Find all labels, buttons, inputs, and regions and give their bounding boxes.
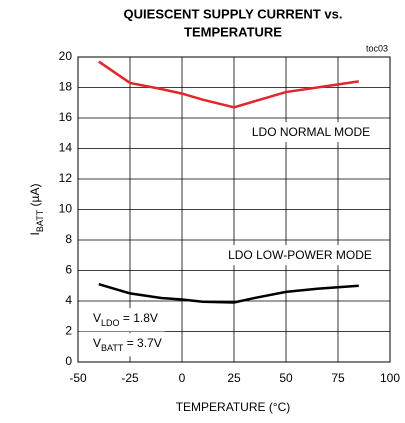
figure-tag: toc03 — [366, 43, 388, 53]
annotation-part: V — [93, 336, 101, 350]
series-label: LDO LOW-POWER MODE — [228, 248, 372, 262]
x-tick-label: 100 — [380, 371, 400, 385]
label-box — [79, 308, 165, 332]
x-tick-label: -50 — [69, 371, 87, 385]
x-tick-label: 0 — [179, 371, 186, 385]
y-tick-label: 8 — [65, 232, 72, 246]
y-tick-label: 0 — [65, 354, 72, 368]
series-line — [98, 283, 359, 304]
annotation-part: V — [93, 311, 101, 325]
y-tick-label: 2 — [65, 324, 72, 338]
y-tick-label: 14 — [59, 141, 73, 155]
x-tick-label: 75 — [331, 371, 345, 385]
annotation-part: = 1.8V — [120, 311, 158, 325]
annotation: VLDO = 1.8V — [93, 311, 158, 328]
y-axis-label-part: I — [28, 232, 42, 235]
label-box — [224, 245, 376, 266]
annotation-part: LDO — [101, 318, 120, 328]
chart-title: QUIESCENT SUPPLY CURRENT vs. — [124, 6, 343, 21]
series-label: LDO NORMAL MODE — [252, 125, 370, 139]
y-tick-label: 20 — [59, 49, 73, 63]
series-line — [98, 60, 359, 109]
y-tick-label: 4 — [65, 293, 72, 307]
y-tick-label: 18 — [59, 80, 73, 94]
chart-title: TEMPERATURE — [184, 24, 282, 39]
x-axis-label: TEMPERATURE (°C) — [176, 400, 291, 414]
annotation-part: BATT — [101, 343, 124, 353]
y-tick-label: 10 — [59, 202, 73, 216]
y-axis-label-part: BATT — [35, 209, 45, 232]
x-tick-label: 25 — [227, 371, 241, 385]
annotation-part: = 3.7V — [123, 336, 161, 350]
y-tick-label: 6 — [65, 263, 72, 277]
y-axis-label-part: (µA) — [28, 184, 42, 210]
label-box — [247, 122, 375, 143]
y-tick-label: 16 — [59, 110, 73, 124]
x-tick-label: -25 — [121, 371, 139, 385]
y-axis-label: IBATT (µA) — [28, 184, 45, 236]
label-box — [79, 333, 169, 357]
y-tick-label: 12 — [59, 171, 73, 185]
plot-frame — [77, 56, 391, 363]
annotation: VBATT = 3.7V — [93, 336, 162, 353]
x-tick-label: 50 — [279, 371, 293, 385]
